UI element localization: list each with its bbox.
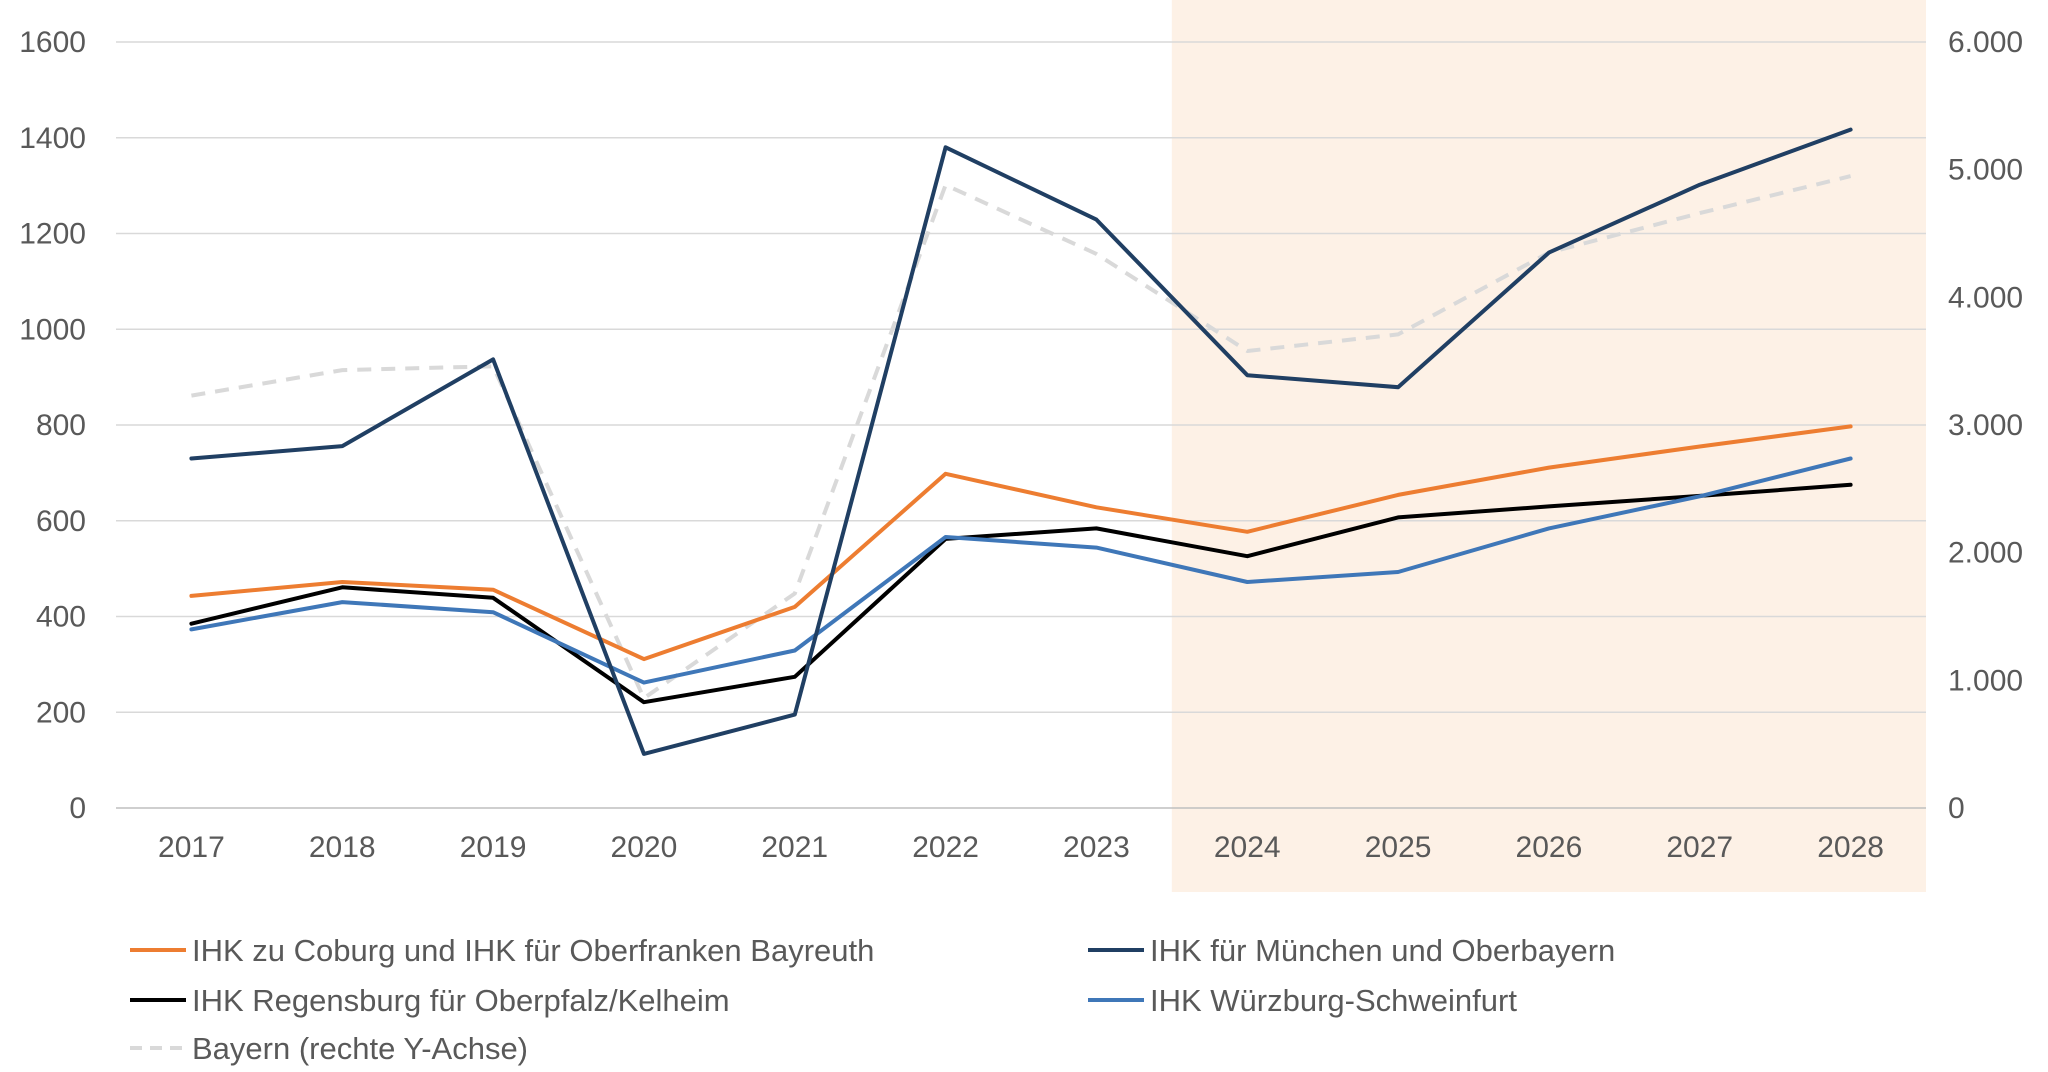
- x-tick-label: 2027: [1666, 831, 1733, 864]
- y-tick-label-right: 5.000: [1948, 154, 2023, 187]
- y-tick-label-right: 0: [1948, 792, 1965, 825]
- x-tick-label: 2019: [460, 831, 527, 864]
- y-tick-label-left: 600: [36, 505, 86, 538]
- x-tick-label: 2026: [1516, 831, 1583, 864]
- y-tick-label-left: 200: [36, 696, 86, 729]
- x-tick-label: 2020: [611, 831, 678, 864]
- y-tick-label-left: 0: [69, 792, 86, 825]
- forecast-highlight-band: [1172, 0, 1926, 892]
- x-tick-label: 2017: [158, 831, 225, 864]
- y-tick-label-right: 6.000: [1948, 26, 2023, 59]
- y-tick-label-right: 1.000: [1948, 664, 2023, 697]
- legend: IHK zu Coburg und IHK für Oberfranken Ba…: [130, 933, 1615, 1066]
- line-chart: 0 200 400 600 800 1000 1200 1400 1600 0 1.000 2.00…: [0, 0, 2048, 1072]
- x-tick-label: 2023: [1063, 831, 1130, 864]
- x-tick-label: 2018: [309, 831, 376, 864]
- y-tick-label-left: 1200: [19, 218, 86, 251]
- legend-label-wuerzburg-schweinfurt: IHK Würzburg-Schweinfurt: [1150, 983, 1517, 1018]
- legend-item-muenchen-oberbayern: IHK für München und Oberbayern: [1088, 933, 1615, 968]
- y-tick-label-left: 1400: [19, 122, 86, 155]
- y-tick-label-right: 3.000: [1948, 409, 2023, 442]
- legend-label-regensburg: IHK Regensburg für Oberpfalz/Kelheim: [192, 983, 730, 1018]
- y-axis-left: 0 200 400 600 800 1000 1200 1400 1600: [19, 26, 86, 825]
- y-tick-label-left: 1000: [19, 313, 86, 346]
- y-axis-right: 0 1.000 2.000 3.000 4.000 5.000 6.000: [1948, 26, 2023, 825]
- legend-item-coburg-bayreuth: IHK zu Coburg und IHK für Oberfranken Ba…: [130, 933, 874, 968]
- legend-label-coburg-bayreuth: IHK zu Coburg und IHK für Oberfranken Ba…: [192, 933, 874, 968]
- x-tick-label: 2022: [912, 831, 979, 864]
- legend-label-muenchen-oberbayern: IHK für München und Oberbayern: [1150, 933, 1615, 968]
- x-tick-label: 2024: [1214, 831, 1281, 864]
- legend-item-bayern: Bayern (rechte Y-Achse): [130, 1031, 528, 1066]
- x-tick-label: 2025: [1365, 831, 1432, 864]
- legend-item-wuerzburg-schweinfurt: IHK Würzburg-Schweinfurt: [1088, 983, 1517, 1018]
- y-tick-label-right: 4.000: [1948, 281, 2023, 314]
- x-tick-label: 2028: [1817, 831, 1884, 864]
- legend-label-bayern: Bayern (rechte Y-Achse): [192, 1031, 528, 1066]
- y-tick-label-right: 2.000: [1948, 537, 2023, 570]
- y-tick-label-left: 800: [36, 409, 86, 442]
- y-tick-label-left: 1600: [19, 26, 86, 59]
- legend-item-regensburg: IHK Regensburg für Oberpfalz/Kelheim: [130, 983, 730, 1018]
- y-tick-label-left: 400: [36, 601, 86, 634]
- x-tick-label: 2021: [761, 831, 828, 864]
